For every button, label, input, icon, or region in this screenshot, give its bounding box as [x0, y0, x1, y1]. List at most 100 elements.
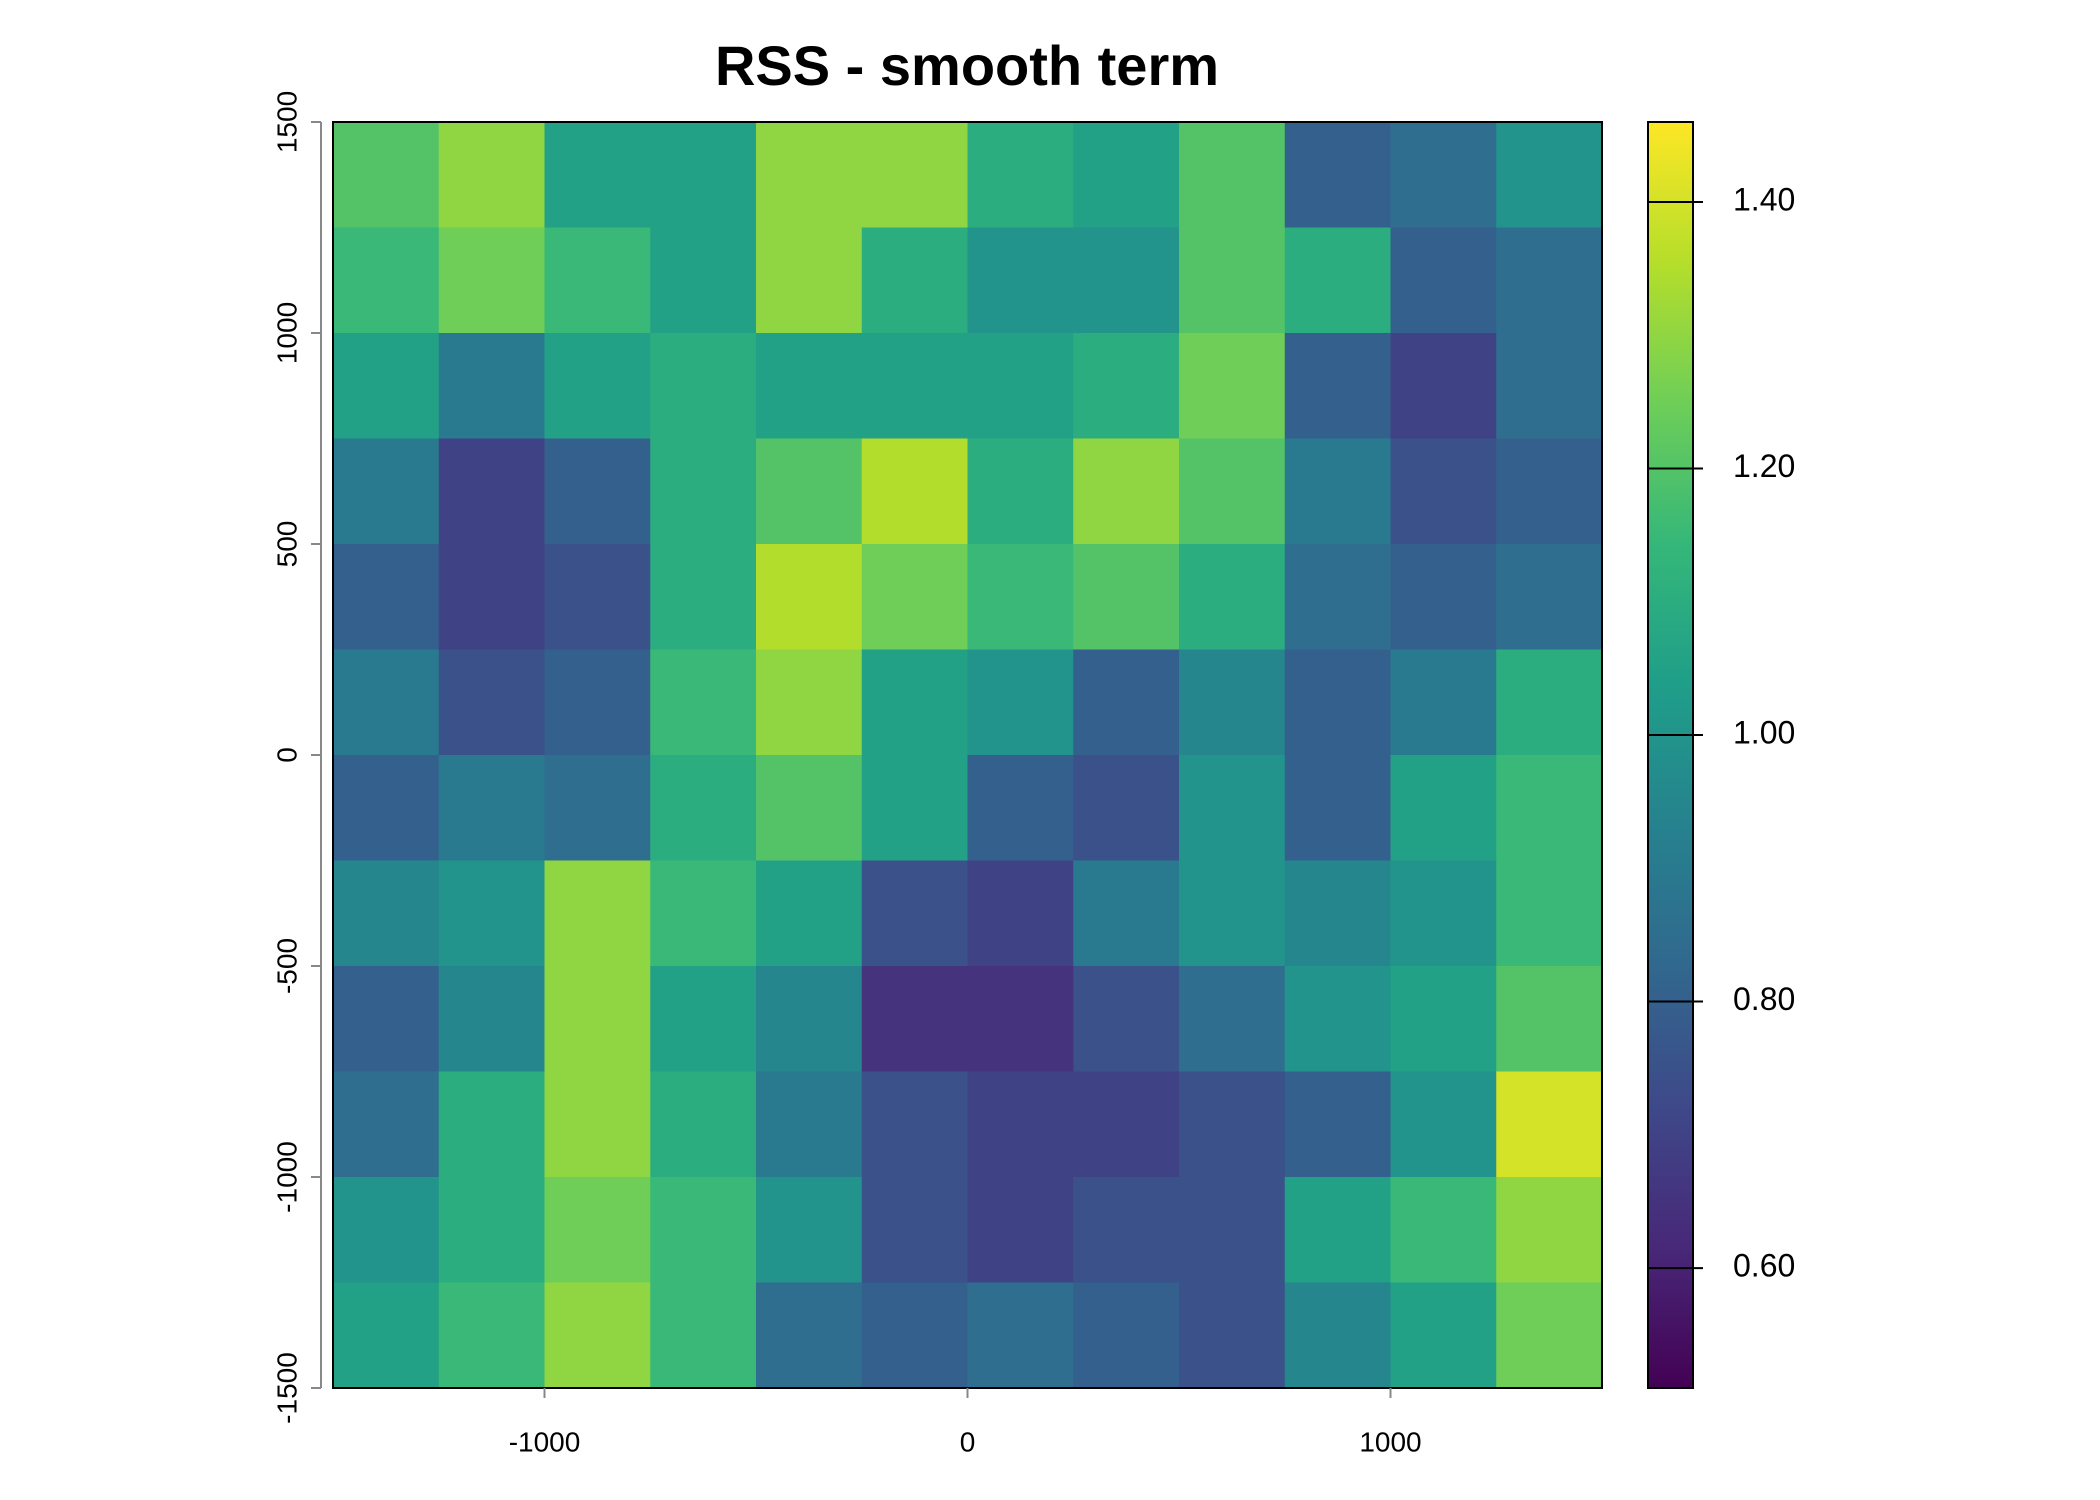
y-tick-label: 1000 [271, 302, 302, 364]
heat-cell [438, 755, 546, 862]
heat-cell [650, 227, 757, 334]
heat-cell [1179, 333, 1286, 440]
heat-cell [1179, 1071, 1286, 1178]
heat-cell [1496, 1177, 1603, 1284]
heat-cell [861, 649, 969, 756]
heat-cell [861, 544, 969, 651]
heat-cell [544, 649, 651, 756]
heat-cell [438, 544, 546, 651]
heat-cell [544, 438, 651, 545]
heat-cell [1390, 438, 1497, 545]
heat-cell [1179, 122, 1286, 229]
heat-cell [1390, 860, 1497, 967]
heat-cell [650, 755, 757, 862]
heat-cell [1179, 1282, 1286, 1389]
heat-cell [967, 544, 1074, 651]
chart-title: RSS - smooth term [715, 34, 1219, 97]
heat-cell [861, 333, 969, 440]
heat-cell [333, 1071, 440, 1178]
heat-cell [861, 122, 969, 229]
heat-cell [1073, 966, 1180, 1073]
heat-cell [967, 649, 1074, 756]
heat-cell [1390, 755, 1497, 862]
heat-cell [1390, 1177, 1497, 1284]
heat-cell [438, 227, 546, 334]
heat-cell [1284, 438, 1392, 545]
heat-cell [861, 438, 969, 545]
heat-cell [1496, 438, 1603, 545]
heat-cell [1073, 1071, 1180, 1178]
heat-cell [544, 122, 651, 229]
heat-cell [438, 333, 546, 440]
heat-cell [650, 438, 757, 545]
heat-cell [1390, 544, 1497, 651]
colorbar-tick-label: 1.00 [1733, 714, 1795, 750]
heat-cell [1073, 1282, 1180, 1389]
heat-cell [1496, 333, 1603, 440]
heat-cell [861, 755, 969, 862]
heat-cell [333, 438, 440, 545]
heat-cell [1496, 755, 1603, 862]
heat-cell [1390, 966, 1497, 1073]
heat-cell [861, 227, 969, 334]
heat-cell [1390, 1071, 1497, 1178]
heat-cell [1073, 438, 1180, 545]
heat-cell [438, 966, 546, 1073]
heat-cell [544, 755, 651, 862]
heat-cell [967, 1177, 1074, 1284]
heat-cell [756, 1071, 863, 1178]
heat-cell [861, 1282, 969, 1389]
heat-cell [967, 1282, 1074, 1389]
heat-cell [333, 755, 440, 862]
heat-cell [1284, 649, 1392, 756]
heat-cell [438, 1071, 546, 1178]
heat-cell [1073, 1177, 1180, 1284]
heat-cell [1179, 649, 1286, 756]
heat-cell [1284, 966, 1392, 1073]
heat-cell [756, 438, 863, 545]
y-tick-label: 0 [271, 747, 302, 763]
y-tick-label: -500 [271, 938, 302, 994]
heat-cell [333, 544, 440, 651]
colorbar [1647, 121, 1694, 1389]
heat-cell [438, 122, 546, 229]
heat-cell [333, 1177, 440, 1284]
heat-cell [544, 860, 651, 967]
x-tick-label: 0 [960, 1426, 976, 1457]
x-tick-label: 1000 [1359, 1426, 1421, 1457]
heat-cell [756, 544, 863, 651]
heat-cell [967, 333, 1074, 440]
heat-cell [1179, 1177, 1286, 1284]
heat-cell [1496, 860, 1603, 967]
heat-cell [756, 122, 863, 229]
heat-cell [1496, 1282, 1603, 1389]
heat-cell [1390, 227, 1497, 334]
heat-cell [544, 333, 651, 440]
heat-cell [1496, 649, 1603, 756]
y-tick-label: -1000 [271, 1141, 302, 1213]
heat-cell [967, 438, 1074, 545]
heat-cell [1496, 227, 1603, 334]
heat-cell [333, 122, 440, 229]
heat-cell [438, 1177, 546, 1284]
heat-cell [1284, 1282, 1392, 1389]
heat-cell [650, 649, 757, 756]
heat-cell [861, 1177, 969, 1284]
heat-cell [650, 1071, 757, 1178]
heat-cell [1390, 649, 1497, 756]
y-tick-label: -1500 [271, 1352, 302, 1424]
heat-cell [1496, 966, 1603, 1073]
heat-cell [1390, 1282, 1497, 1389]
heat-cell [1073, 333, 1180, 440]
heat-cell [1284, 122, 1392, 229]
heat-cell [1496, 122, 1603, 229]
heat-cell [1284, 1177, 1392, 1284]
heat-cell [1179, 438, 1286, 545]
heat-cell [1179, 860, 1286, 967]
heat-cell [1179, 966, 1286, 1073]
heat-cell [1496, 1071, 1603, 1178]
heat-cell [756, 227, 863, 334]
heat-cell [1179, 544, 1286, 651]
heat-cell [1496, 544, 1603, 651]
heat-cell [1390, 122, 1497, 229]
